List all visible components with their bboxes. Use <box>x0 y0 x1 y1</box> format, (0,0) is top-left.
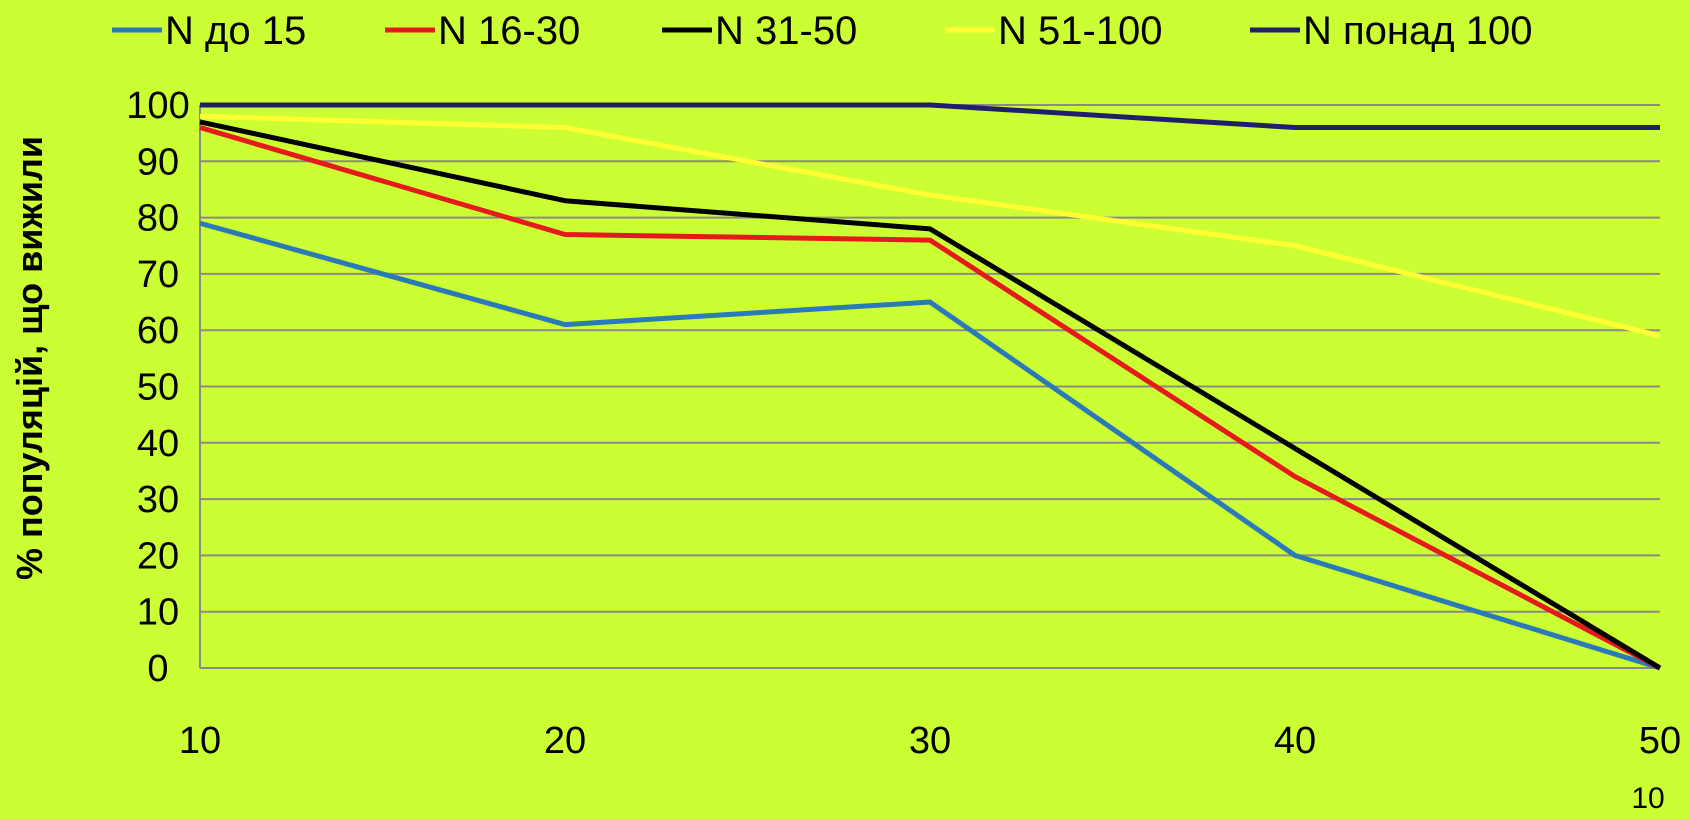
x-tick-label: 30 <box>909 720 951 762</box>
page-number: 10 <box>1631 782 1664 815</box>
legend-label: N 31-50 <box>715 9 857 53</box>
legend-label: N до 15 <box>165 9 306 53</box>
y-tick-label: 20 <box>137 535 179 577</box>
legend-label: N понад 100 <box>1303 9 1532 53</box>
y-tick-label: 70 <box>137 254 179 296</box>
legend: N до 15 N 16-30 N 31-50 N 51-100 N понад 100 <box>112 9 1532 53</box>
y-tick-label: 50 <box>137 367 179 409</box>
y-axis-title: % популяцій, що вижили <box>9 136 50 580</box>
y-axis-ticks: 0 10 20 30 40 50 60 70 80 90 100 <box>126 85 189 690</box>
x-axis-ticks: 10 20 30 40 50 <box>179 720 1681 762</box>
series-line-5 <box>200 102 1660 131</box>
y-tick-label: 10 <box>137 592 179 634</box>
x-tick-label: 40 <box>1274 720 1316 762</box>
y-tick-label: 30 <box>137 479 179 521</box>
y-tick-label: 90 <box>137 141 179 183</box>
series-line-2 <box>199 125 1662 671</box>
legend-label: N 16-30 <box>438 9 580 53</box>
series-line-4 <box>199 113 1661 339</box>
series-line-1 <box>199 220 1661 671</box>
y-tick-label: 100 <box>126 85 189 127</box>
legend-label: N 51-100 <box>998 9 1163 53</box>
series-line-3 <box>199 119 1662 671</box>
y-tick-label: 40 <box>137 423 179 465</box>
y-tick-label: 0 <box>147 648 168 690</box>
y-tick-label: 80 <box>137 198 179 240</box>
series-lines <box>199 102 1662 671</box>
x-tick-label: 50 <box>1639 720 1681 762</box>
x-tick-label: 10 <box>179 720 221 762</box>
y-tick-label: 60 <box>137 310 179 352</box>
x-tick-label: 20 <box>544 720 586 762</box>
